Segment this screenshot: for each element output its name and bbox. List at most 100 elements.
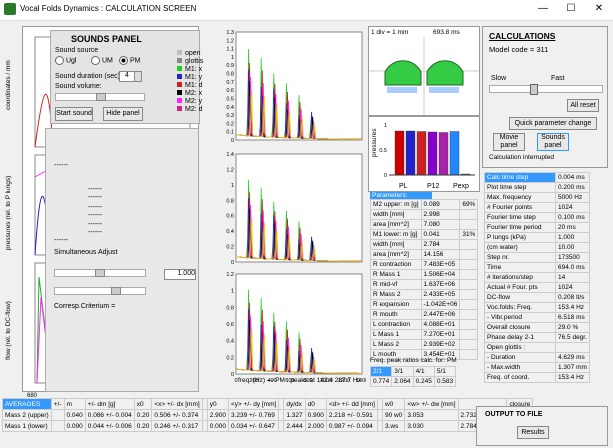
ratio-value-4-1: 0.245 — [412, 376, 435, 387]
dash-1: ------ — [54, 162, 68, 169]
parameter-row[interactable]: R Mass 1 1.506E+04 — [370, 269, 479, 280]
sounds-panel-button[interactable]: Sounds panel — [537, 133, 569, 151]
start-sound-button[interactable]: Start sound — [55, 107, 93, 121]
legend-label-2: M1: x — [185, 66, 203, 73]
ratio-header-5-1[interactable]: 5/1 — [433, 366, 457, 377]
ratio-header-2-1[interactable]: 2/1 — [369, 366, 393, 377]
calc-row[interactable]: Step nr. 173500 — [484, 252, 590, 263]
calc-row[interactable]: Actual # Four. pts 1024 — [484, 282, 590, 293]
sound-duration-input[interactable]: 4 — [119, 71, 135, 82]
hide-panel-button[interactable]: Hide panel — [103, 107, 143, 121]
calc-row[interactable]: - Duration 4.629 ms — [484, 352, 590, 363]
averages-row[interactable]: Mass 2 (upper) 0.040 0.086 +/- 0.004 0.20 0.… — [2, 409, 534, 421]
parameter-cell: width [mm] — [370, 209, 422, 220]
spectrum-ytick: 0.8 — [226, 198, 234, 204]
parameter-row[interactable]: R Mass 2 2.433E+05 — [370, 289, 479, 300]
averages-header-cell: +/- dm [g] — [84, 398, 135, 410]
calc-row[interactable]: Freq. of coord. 153.4 Hz — [484, 372, 590, 383]
duration-spinner[interactable] — [134, 71, 142, 82]
parameter-row[interactable]: L mouth 3.454E+01 — [370, 349, 479, 360]
parameter-row[interactable]: R mouth 2.447E+06 — [370, 309, 479, 320]
speed-slider[interactable] — [489, 84, 603, 95]
ratio-header-4-1[interactable]: 4/1 — [412, 366, 435, 377]
legend-swatch-5 — [177, 90, 182, 95]
adjust-slider-1-thumb[interactable] — [95, 269, 105, 277]
parameters-table: M2 upper: m [g] 0.089 69% width [mm] 2.998 ar… — [370, 199, 479, 360]
averages-cell: 90 w0 — [381, 409, 406, 421]
quick-parameter-button[interactable]: Quick parameter change — [509, 117, 597, 130]
averages-cell — [50, 420, 65, 432]
calc-cell: - Vibr.period — [484, 312, 556, 323]
dash-2: ------ — [88, 186, 102, 193]
ratio-value-3-1: 2.064 — [391, 376, 414, 387]
parameter-row[interactable]: M1 lower: m [g] 0.041 31% — [370, 229, 479, 240]
calc-row[interactable]: # Fourier points 1024 — [484, 202, 590, 213]
calc-row[interactable]: Voc.folds: Freq. 153.4 Hz — [484, 302, 590, 313]
calc-row[interactable]: Time 694.0 ms — [484, 262, 590, 273]
averages-cell: 2.444 — [283, 420, 306, 432]
sound-volume-slider[interactable] — [55, 93, 145, 101]
close-button[interactable]: ✕ — [594, 3, 604, 14]
parameter-cell: area [mm^2] — [370, 219, 422, 230]
calculation-status: Calculation interrupted — [489, 154, 555, 161]
averages-cell: 0.246 +/- 0.317 — [151, 420, 203, 432]
calc-row[interactable]: Phase delay 2-1 76.5 degr. — [484, 332, 590, 343]
radio-ugl[interactable]: Ugl — [55, 56, 76, 65]
parameter-cell — [459, 309, 479, 320]
legend-label-4: M1: d — [185, 82, 203, 89]
spectrum-xtick: 1200 — [338, 378, 350, 384]
parameter-row[interactable]: L Mass 1 7.270E+01 — [370, 329, 479, 340]
spectrum-ytick: 0.4 — [226, 229, 234, 235]
dash-6: ------ — [88, 221, 102, 228]
maximize-button[interactable]: ☐ — [566, 3, 576, 14]
calc-row[interactable]: - Vibr.period 6.518 ms — [484, 312, 590, 323]
averages-cell: Mass 2 (upper) — [2, 409, 52, 421]
results-button[interactable]: Results — [517, 426, 549, 439]
movie-panel-button[interactable]: Movie panel — [493, 133, 525, 151]
speed-slider-thumb[interactable] — [530, 84, 539, 95]
ratio-header-3-1[interactable]: 3/1 — [391, 366, 414, 377]
parameter-row[interactable]: R expansion -1.042E+06 — [370, 299, 479, 310]
averages-row[interactable]: Mass 1 (lower) 0.090 0.044 +/- 0.006 0.20 0.… — [2, 420, 534, 432]
calc-cell: 1024 — [555, 202, 590, 213]
parameter-row[interactable]: L contraction 4.088E+01 — [370, 319, 479, 330]
calc-row[interactable]: Open glottis : — [484, 342, 590, 353]
tick-680: 680 — [27, 393, 38, 399]
calc-row[interactable]: Max. frequency 5000 Hz — [484, 192, 590, 203]
radio-pm[interactable]: PM — [119, 56, 140, 65]
spectrum-ytick: 0.4 — [226, 105, 234, 111]
volume-slider-thumb[interactable] — [96, 93, 106, 101]
minimize-button[interactable]: — — [538, 3, 548, 14]
calc-cell: - Duration — [484, 352, 556, 363]
adjust-slider-1[interactable] — [54, 269, 146, 277]
parameter-cell — [459, 339, 479, 350]
calc-row[interactable]: DC-flow 0.208 lt/s — [484, 292, 590, 303]
parameter-row[interactable]: width [mm] 2.998 — [370, 209, 479, 220]
adjust-slider-2-thumb[interactable] — [111, 287, 121, 295]
calc-cell: 0.004 ms — [555, 172, 590, 183]
adjust-slider-2[interactable] — [54, 287, 146, 295]
calc-row[interactable]: (cm water) 10.00 — [484, 242, 590, 253]
adjust-value-field[interactable]: 1.000 — [164, 269, 196, 280]
calc-row[interactable]: Fourier time period 20 ms — [484, 222, 590, 233]
all-reset-button[interactable]: All reset — [567, 99, 599, 112]
parameter-row[interactable]: R mid-vf 1.637E+06 — [370, 279, 479, 290]
averages-cell: 0.900 — [304, 409, 327, 421]
calc-row[interactable]: Overall closure 29.0 % — [484, 322, 590, 333]
radio-um[interactable]: UM — [91, 56, 113, 65]
calc-row[interactable]: - Max.width 1.307 mm — [484, 362, 590, 373]
spectrum-series-1-7 — [235, 90, 362, 140]
parameter-row[interactable]: area [mm^2] 14.156 — [370, 249, 479, 260]
calc-row[interactable]: Calc time step 0.004 ms — [484, 172, 590, 183]
calc-row[interactable]: Fourier time step 0.100 ms — [484, 212, 590, 223]
parameter-row[interactable]: M2 upper: m [g] 0.089 69% — [370, 199, 479, 210]
parameter-cell: 0.089 — [420, 199, 461, 210]
spectrum-ytick: 1.2 — [226, 38, 234, 44]
calc-row[interactable]: # iterations/step 14 — [484, 272, 590, 283]
calc-row[interactable]: P lungs (kPa) 1.000 — [484, 232, 590, 243]
parameter-row[interactable]: R contraction 7.483E+05 — [370, 259, 479, 270]
parameter-row[interactable]: area [mm^2] 7.080 — [370, 219, 479, 230]
parameter-row[interactable]: width [mm] 2.784 — [370, 239, 479, 250]
parameter-row[interactable]: L Mass 2 2.939E+02 — [370, 339, 479, 350]
calc-row[interactable]: Plot time step 0.200 ms — [484, 182, 590, 193]
